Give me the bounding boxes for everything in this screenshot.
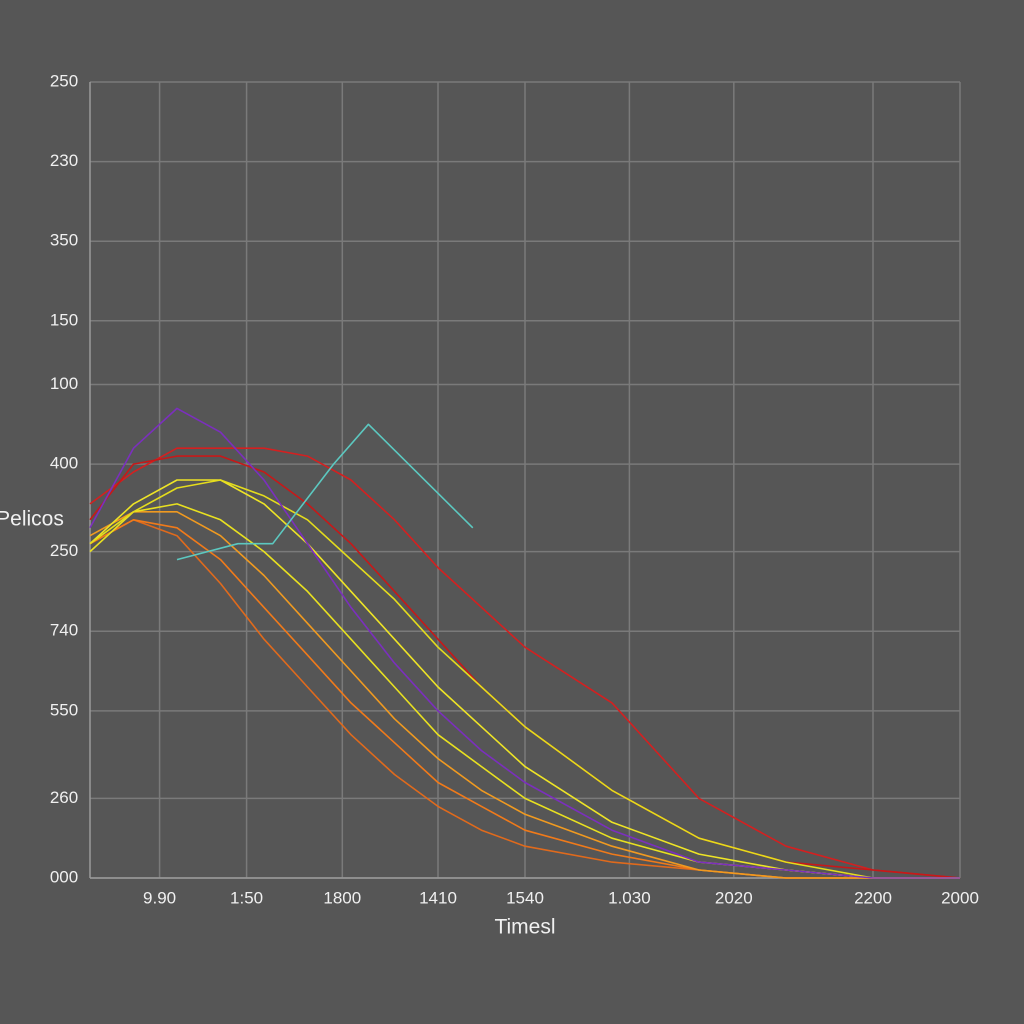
data-line — [89, 407, 960, 879]
x-tick-label: 1410 — [419, 888, 457, 907]
x-tick-label: 2000 — [941, 888, 979, 907]
y-tick-label: 260 — [50, 788, 78, 807]
x-axis-label: Timesl — [494, 916, 555, 939]
data-line — [176, 423, 474, 561]
y-tick-label: 150 — [50, 310, 78, 329]
x-tick-label: 1:50 — [230, 888, 263, 907]
y-axis-label: Pelicos — [0, 508, 64, 531]
data-line — [89, 511, 960, 879]
x-tick-label: 1800 — [323, 888, 361, 907]
y-tick-label: 100 — [50, 374, 78, 393]
y-tick-label: 250 — [50, 541, 78, 560]
labels: 250 230 350 150 100 400 250 740 550 260 000 9.90 1:5… — [50, 71, 979, 907]
y-tick-label: 000 — [50, 867, 78, 886]
lines — [89, 407, 961, 879]
data-line — [89, 447, 961, 879]
data-line — [89, 479, 960, 879]
y-tick-label: 350 — [50, 231, 78, 250]
y-tick-label: 550 — [50, 700, 78, 719]
y-tick-label: 250 — [50, 71, 78, 90]
x-tick-label: 2020 — [715, 888, 753, 907]
y-tick-label: 230 — [50, 151, 78, 170]
y-tick-label: 400 — [50, 454, 78, 473]
x-tick-label: 2200 — [854, 888, 892, 907]
y-tick-label: 740 — [50, 621, 78, 640]
data-line — [89, 479, 960, 879]
x-tick-label: 1.030 — [608, 888, 651, 907]
x-tick-label: 9.90 — [143, 888, 176, 907]
x-tick-label: 1540 — [506, 888, 544, 907]
